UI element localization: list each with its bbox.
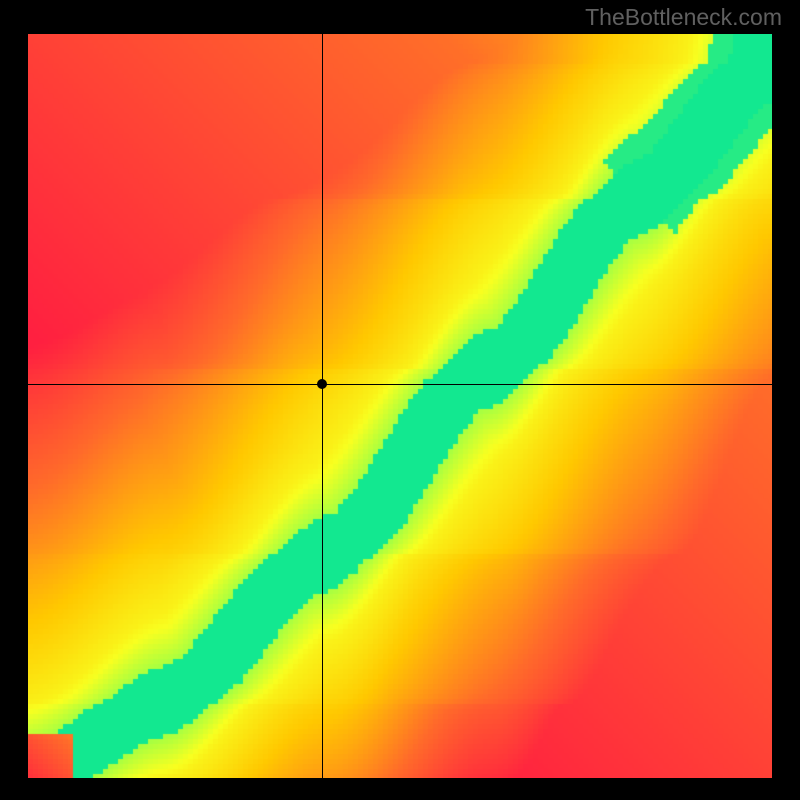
data-point-marker — [317, 379, 327, 389]
crosshair-horizontal — [28, 384, 772, 385]
heatmap-canvas — [28, 34, 772, 778]
watermark-text: TheBottleneck.com — [585, 4, 782, 31]
crosshair-vertical — [322, 34, 323, 778]
heatmap-plot — [28, 34, 772, 778]
